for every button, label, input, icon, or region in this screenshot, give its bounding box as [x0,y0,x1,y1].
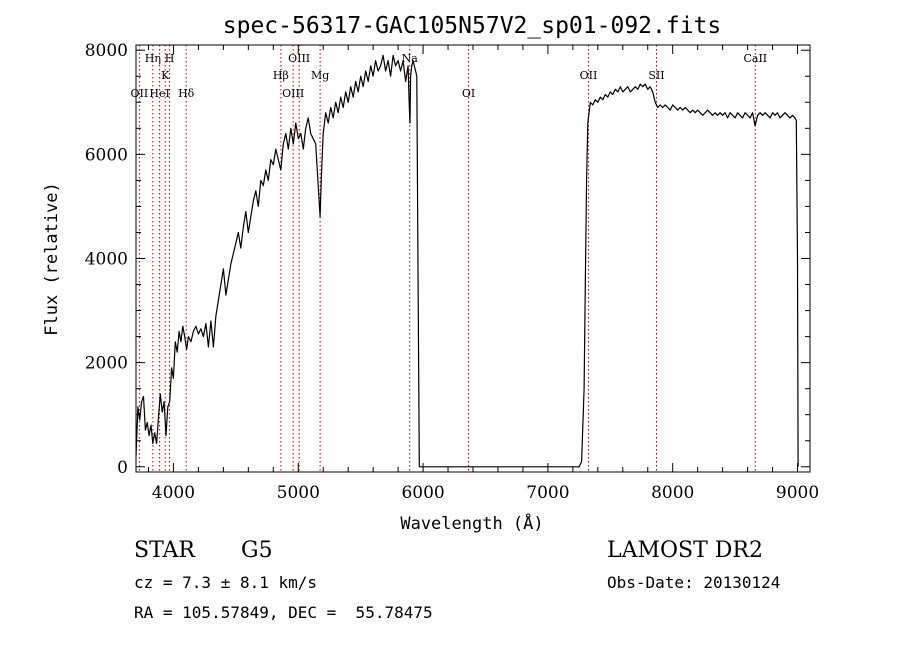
observation-date: Obs-Date: 20130124 [607,573,781,592]
y-tick-label: 0 [117,458,128,478]
object-subclass: G5 [241,538,273,563]
y-tick-label: 4000 [85,250,128,270]
spectral-line-label: OII [131,87,149,100]
spectral-line-label: Hδ [178,87,195,100]
y-tick-label: 2000 [85,354,128,374]
survey-name: LAMOST DR2 [607,538,763,563]
spectral-line-label: OII [580,69,598,82]
redshift-cz: cz = 7.3 ± 8.1 km/s [134,573,318,592]
x-tick-label: 8000 [651,483,694,503]
spectral-line-label: Hβ [273,69,289,82]
x-tick-label: 9000 [776,483,819,503]
spectral-line-label: Hη [145,52,161,65]
spectral-line-label: Na [402,52,419,65]
x-tick-label: 6000 [401,483,444,503]
x-tick-label: 4000 [152,483,195,503]
spectral-line-label: K [161,69,170,82]
chart-title: spec-56317-GAC105N57V2_sp01-092.fits [223,13,722,39]
spectral-line-label: SII [648,69,664,82]
x-tick-label: 7000 [526,483,569,503]
spectral-line-label: Mg [311,69,329,82]
spectral-line-label: HeI [149,87,169,100]
y-axis-label: Flux (relative) [42,182,62,336]
spectral-line-label: H [165,52,175,65]
x-axis-label: Wavelength (Å) [400,512,543,534]
spectral-line-label: OIII [288,52,310,65]
coordinates: RA = 105.57849, DEC = 55.78475 [134,603,433,622]
y-tick-label: 6000 [85,145,128,165]
spectral-line-label: OI [462,87,475,100]
y-tick-label: 8000 [85,41,128,61]
spectral-line-label: CaII [743,52,767,65]
spectral-line-label: OIII [282,87,304,100]
object-class: STAR [134,538,195,563]
x-tick-label: 5000 [277,483,320,503]
plot-frame [135,44,811,473]
spectrum-line [135,54,799,468]
